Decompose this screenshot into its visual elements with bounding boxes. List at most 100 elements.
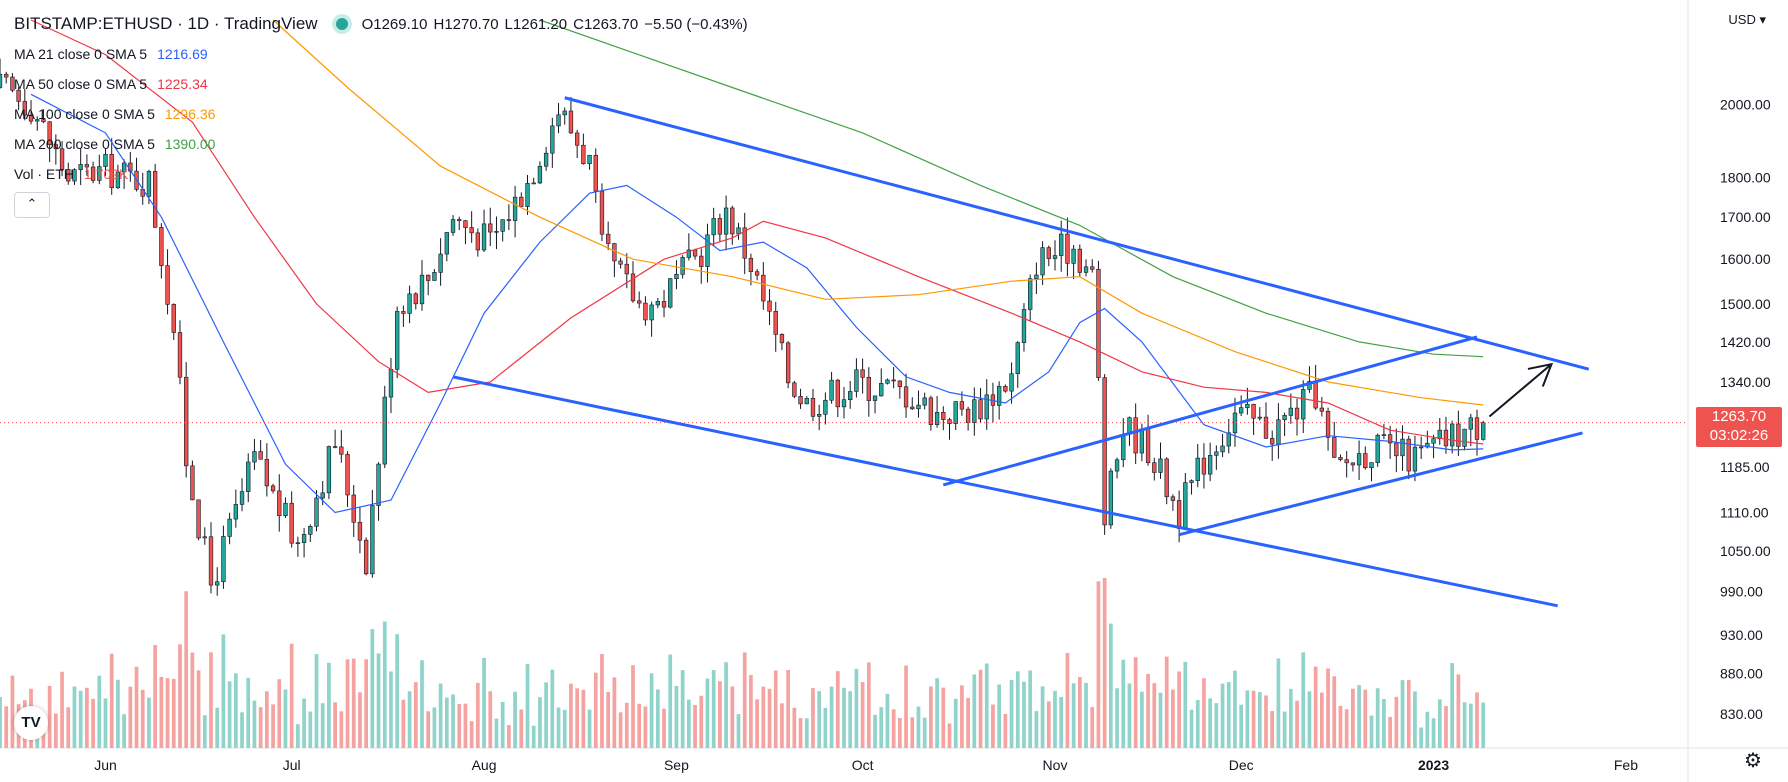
ma-line-ma21 — [30, 93, 1484, 514]
candle-body — [196, 499, 201, 539]
volume-bar — [1040, 686, 1045, 748]
volume-bar — [1214, 703, 1219, 748]
candle-body — [78, 164, 83, 170]
candle-body — [1183, 482, 1188, 529]
volume-bar — [134, 666, 139, 748]
symbol-title[interactable]: BITSTAMP:ETHUSD · 1D · TradingView — [14, 14, 318, 33]
candle-body — [289, 502, 294, 544]
candle-body — [426, 274, 431, 281]
volume-bar — [1326, 668, 1330, 748]
volume-bar — [556, 707, 561, 748]
volume-bar — [575, 688, 580, 748]
candle-body — [506, 219, 512, 221]
legend-ma200[interactable]: MA 200 close 0 SMA 5 1390.00 — [14, 136, 216, 152]
volume-bar — [438, 683, 443, 748]
candle-body — [171, 304, 176, 333]
volume-bar — [1202, 678, 1206, 748]
candle-body — [1133, 417, 1138, 454]
candle-body — [35, 119, 40, 122]
candle-body — [1170, 496, 1176, 501]
candle-body — [370, 505, 375, 575]
candle-body — [512, 196, 518, 221]
candle-body — [1356, 453, 1362, 466]
candle-body — [699, 255, 704, 267]
volume-bar — [569, 683, 573, 748]
volume-bar — [327, 662, 331, 748]
candle-body — [1201, 457, 1207, 475]
candle-body — [1195, 457, 1200, 481]
volume-bar — [364, 659, 369, 748]
volume-bar — [302, 698, 306, 748]
x-tick-label: Dec — [1229, 757, 1254, 773]
volume-bar — [1220, 683, 1225, 748]
volume-bar — [1158, 692, 1163, 748]
volume-bar — [686, 699, 691, 748]
collapse-legend-button[interactable]: ⌃ — [14, 192, 50, 218]
candle-body — [767, 300, 772, 312]
volume-bar — [488, 691, 493, 748]
candle-body — [357, 521, 363, 541]
candle-body — [792, 382, 797, 397]
candle-body — [202, 536, 207, 539]
candle-body — [705, 234, 710, 267]
candle-body — [1450, 423, 1455, 447]
last-price-value: 1263.70 — [1711, 408, 1767, 425]
volume-bar — [1133, 657, 1138, 748]
candle-body — [910, 406, 915, 410]
ma-line-ma100 — [272, 19, 1484, 406]
candle-body — [1052, 255, 1058, 259]
candle-body — [606, 233, 611, 244]
volume-bar — [618, 712, 623, 748]
volume-bar — [941, 687, 946, 748]
volume-bar — [972, 674, 977, 748]
volume-bar — [1481, 702, 1486, 748]
x-tick-label: Sep — [664, 757, 689, 773]
candle-body — [1394, 442, 1399, 457]
volume-bar — [159, 676, 164, 748]
tradingview-logo-icon[interactable]: TV — [14, 706, 48, 740]
candle-body — [190, 465, 195, 501]
candle-body — [1102, 377, 1107, 526]
volume-bar — [773, 670, 778, 748]
volume-bar — [705, 678, 710, 748]
currency-selector[interactable]: USD ▾ — [1728, 12, 1766, 27]
volume-bar — [1046, 701, 1051, 748]
volume-bar — [947, 723, 952, 748]
trendline-wedge-upper — [942, 335, 1478, 487]
volume-bar — [854, 668, 859, 748]
volume-bar — [966, 697, 970, 748]
legend-volume[interactable]: Vol · ETH 1.709K — [14, 166, 129, 182]
volume-bar — [1363, 689, 1368, 748]
trendline-lower-channel — [452, 375, 1558, 608]
candle-body — [4, 73, 9, 78]
candle-body — [184, 376, 189, 467]
y-tick-label: 1420.00 — [1720, 334, 1771, 350]
volume-bar — [1450, 663, 1455, 748]
price-axis[interactable]: 2000.00 1800.00 1700.00 1600.00 1500.00 1420.… — [1720, 97, 1771, 722]
candle-body — [41, 119, 46, 123]
legend-ma100[interactable]: MA 100 close 0 SMA 5 1296.36 — [14, 106, 216, 122]
candle-body — [903, 386, 909, 408]
last-price-label: 1263.70 03:02:26 — [1696, 407, 1782, 447]
legend-ma21[interactable]: MA 21 close 0 SMA 5 1216.69 — [14, 46, 208, 62]
candle-body — [413, 293, 418, 305]
candle-body — [810, 397, 816, 417]
candle-body — [463, 220, 468, 228]
candle-body — [1313, 381, 1318, 409]
gear-icon[interactable]: ⚙ — [1744, 750, 1762, 772]
volume-bar — [1015, 671, 1020, 748]
candle-body — [84, 164, 90, 168]
legend-ma50[interactable]: MA 50 close 0 SMA 5 1225.34 — [14, 76, 208, 92]
volume-bar — [500, 702, 505, 748]
candle-body — [581, 144, 586, 165]
volume-bar — [1295, 700, 1299, 748]
volume-bar — [991, 704, 995, 748]
volume-bar — [668, 654, 673, 748]
candle-body — [53, 144, 59, 150]
volume-bar — [91, 698, 95, 748]
candle-body — [550, 125, 555, 154]
candle-body — [841, 399, 847, 408]
volume-bar — [97, 675, 102, 748]
time-axis[interactable]: Jun Jul Aug Sep Oct Nov Dec 2023 Feb — [94, 757, 1638, 773]
